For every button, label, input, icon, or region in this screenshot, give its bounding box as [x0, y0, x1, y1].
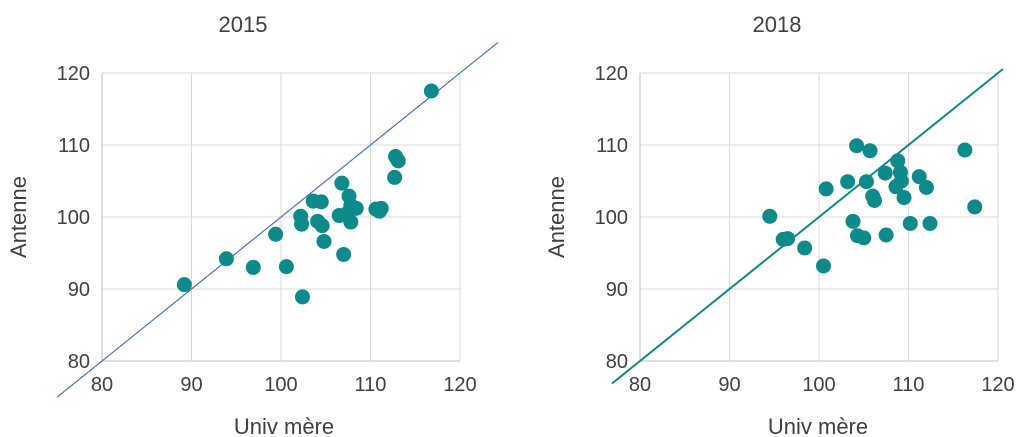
data-point [967, 199, 983, 215]
data-point [780, 231, 796, 247]
plot-area: 80 90 100 110 120 80 90 100 110 120 [56, 41, 499, 398]
data-point [218, 251, 234, 267]
x-tick-label: 110 [893, 374, 925, 396]
data-point [278, 259, 294, 275]
plot-area: 80 90 100 110 120 80 90 100 110 120 [595, 63, 1015, 396]
x-tick-label: 90 [718, 374, 740, 396]
data-point [373, 200, 389, 216]
data-point [268, 226, 284, 242]
data-point [387, 169, 403, 185]
data-point [862, 143, 878, 159]
data-point [866, 192, 882, 208]
x-tick-label: 100 [802, 374, 835, 396]
data-point [849, 138, 865, 154]
data-point [176, 277, 192, 293]
scatter-chart-2015: 2015 Univ mère Antenne 80 90 100 110 120 80 90… [6, 12, 499, 437]
y-tick-label: 80 [68, 351, 90, 373]
x-tick-label: 80 [91, 374, 113, 396]
data-point [316, 233, 332, 249]
y-tick-label: 80 [606, 351, 628, 373]
x-tick-label: 110 [355, 374, 387, 396]
chart-title: 2018 [753, 12, 802, 37]
data-point [294, 289, 310, 305]
data-point [893, 173, 909, 189]
x-axis-label: Univ mère [768, 414, 868, 437]
y-axis-label: Antenne [544, 176, 569, 258]
data-point [815, 258, 831, 274]
data-point [336, 246, 352, 262]
data-point [818, 181, 834, 197]
data-point [911, 169, 927, 185]
x-tick-label: 100 [264, 374, 297, 396]
x-tick-label: 80 [629, 374, 651, 396]
y-tick-label: 120 [57, 63, 90, 85]
diagonal-reference-line [611, 68, 1004, 385]
y-tick-label: 90 [606, 279, 628, 301]
data-point [957, 142, 973, 158]
data-point [313, 194, 329, 210]
data-point [845, 213, 861, 229]
data-point [877, 165, 893, 181]
data-point [890, 153, 906, 169]
x-tick-label: 120 [981, 374, 1014, 396]
data-point [423, 83, 439, 99]
y-tick-label: 120 [595, 63, 628, 85]
y-tick-label: 90 [68, 279, 90, 301]
y-tick-label: 100 [595, 207, 628, 229]
y-tick-label: 110 [596, 135, 628, 157]
chart-title: 2015 [219, 12, 268, 37]
data-point [896, 190, 912, 206]
diagonal-reference-line [56, 41, 499, 398]
y-tick-label: 110 [58, 135, 90, 157]
data-point [334, 175, 350, 191]
data-point [245, 259, 261, 275]
x-axis-label: Univ mère [234, 414, 334, 437]
x-tick-label: 90 [180, 374, 202, 396]
data-point [797, 240, 813, 256]
data-point [878, 227, 894, 243]
data-point [856, 230, 872, 246]
y-tick-label: 100 [57, 207, 90, 229]
data-point [840, 174, 856, 190]
data-point [918, 179, 934, 195]
data-point [858, 174, 874, 190]
y-axis-label: Antenne [6, 176, 31, 258]
data-point [902, 215, 918, 231]
data-point [314, 218, 330, 234]
data-point [343, 214, 359, 230]
data-point [390, 153, 406, 169]
data-point [762, 208, 778, 224]
data-point [348, 200, 364, 216]
data-point [294, 216, 310, 232]
data-point [922, 215, 938, 231]
scatter-chart-2018: 2018 Univ mère Antenne 80 90 100 110 120 80 90… [544, 12, 1015, 437]
x-tick-label: 120 [443, 374, 476, 396]
